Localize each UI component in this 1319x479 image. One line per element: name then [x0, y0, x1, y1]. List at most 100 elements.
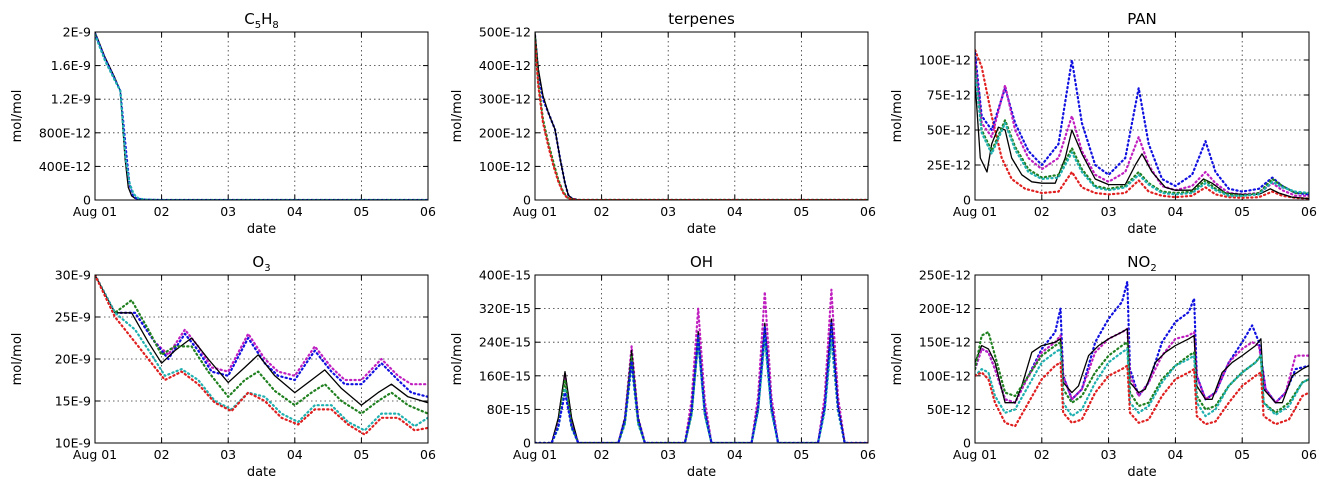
x-tick-label: Aug 01	[73, 204, 117, 219]
y-tick-label: 0	[963, 193, 971, 208]
chart-title: PAN	[1127, 10, 1157, 28]
chart-title: terpenes	[668, 10, 735, 28]
y-tick-label: 400E-15	[479, 268, 531, 283]
x-tick-label: 04	[727, 204, 743, 219]
x-tick-label: Aug 01	[513, 447, 557, 462]
y-tick-label: 50E-12	[927, 123, 971, 138]
x-tick-label: 05	[1234, 204, 1250, 219]
plot-frame	[974, 274, 1310, 444]
x-axis-label: date	[247, 222, 276, 237]
chart-title: C5H8	[244, 10, 279, 31]
y-tick-label: 160E-15	[479, 368, 531, 383]
chart-panel-5: 0 50E-12 100E-12 150E-12 200E-12 250E-12 Aug 0…	[890, 253, 1317, 479]
x-tick-label: 06	[1301, 447, 1317, 462]
x-tick-label: 03	[220, 204, 236, 219]
y-tick-label: 0	[963, 436, 971, 451]
series-line-5	[975, 70, 1309, 197]
x-tick-label: Aug 01	[73, 447, 117, 462]
x-tick-label: 03	[660, 204, 676, 219]
series-line-4	[95, 275, 428, 432]
y-tick-label: 200E-12	[919, 301, 971, 316]
series-line-3	[975, 331, 1309, 414]
series-line-0	[535, 288, 868, 443]
y-tick-label: 20E-9	[55, 352, 91, 367]
title-part: C	[244, 10, 254, 28]
x-tick-label: Aug 01	[953, 204, 997, 219]
title-part: H	[261, 10, 272, 28]
y-axis-label: mol/mol	[890, 333, 905, 386]
y-tick-label: 25E-9	[55, 310, 91, 325]
title-part: NO	[1127, 253, 1150, 271]
x-tick-label: 04	[287, 204, 303, 219]
x-tick-label: 04	[1167, 447, 1183, 462]
x-tick-label: 05	[793, 447, 809, 462]
series-line-2	[535, 37, 868, 200]
y-tick-label: 10E-9	[55, 436, 91, 451]
series-line-0	[95, 275, 428, 386]
series-line-1	[95, 32, 428, 200]
y-tick-label: 1.2E-9	[51, 92, 91, 107]
x-tick-label: 06	[860, 447, 876, 462]
x-tick-label: 03	[1101, 204, 1117, 219]
x-tick-label: 04	[287, 447, 303, 462]
y-tick-label: 1.6E-9	[51, 58, 91, 73]
x-tick-label: 03	[1101, 447, 1117, 462]
x-tick-label: 02	[594, 447, 610, 462]
x-tick-label: 04	[1167, 204, 1183, 219]
x-tick-label: 06	[860, 204, 876, 219]
x-tick-label: 05	[353, 204, 369, 219]
y-axis-label: mol/mol	[450, 90, 465, 143]
chart-panel-0: 0 400E-12 800E-12 1.2E-9 1.6E-9 2E-9 Aug 01 02 0…	[10, 10, 436, 237]
title-subscript: 3	[264, 263, 270, 274]
x-tick-label: Aug 01	[513, 204, 557, 219]
series-line-3	[95, 275, 428, 415]
x-axis-label: date	[247, 465, 276, 479]
plot-frame	[974, 31, 1310, 201]
y-tick-label: 500E-12	[479, 25, 531, 40]
plot-frame	[534, 31, 869, 201]
y-axis-label: mol/mol	[450, 333, 465, 386]
title-subscript: 8	[272, 20, 278, 31]
x-tick-label: 05	[353, 447, 369, 462]
y-tick-label: 75E-12	[927, 88, 971, 103]
x-tick-label: 05	[793, 204, 809, 219]
x-tick-label: 04	[727, 447, 743, 462]
chart-title: O3	[252, 253, 270, 274]
series-line-5	[95, 275, 428, 436]
x-tick-label: 06	[420, 204, 436, 219]
y-tick-label: 50E-12	[927, 402, 971, 417]
x-tick-label: 02	[1034, 447, 1050, 462]
chart-panel-2: 0 25E-12 50E-12 75E-12 100E-12 Aug 01 02 03 04 05…	[890, 10, 1317, 237]
series-line-4	[975, 347, 1309, 418]
y-tick-label: 250E-12	[919, 268, 971, 283]
y-tick-label: 400E-12	[39, 159, 91, 174]
series-line-0	[975, 49, 1309, 200]
x-tick-label: 03	[660, 447, 676, 462]
title-subscript: 2	[1150, 263, 1156, 274]
chart-title: NO2	[1127, 253, 1156, 274]
y-tick-label: 320E-15	[479, 301, 531, 316]
x-axis-label: date	[1127, 222, 1156, 237]
chart-title: OH	[690, 253, 713, 271]
plot-frame	[534, 274, 869, 444]
series-line-4	[535, 322, 868, 443]
y-tick-label: 25E-12	[927, 158, 971, 173]
y-tick-label: 100E-12	[919, 368, 971, 383]
y-tick-label: 400E-12	[479, 58, 531, 73]
x-tick-label: 02	[594, 204, 610, 219]
x-tick-label: Aug 01	[953, 447, 997, 462]
title-part: O	[252, 253, 264, 271]
x-tick-label: 02	[1034, 204, 1050, 219]
y-axis-label: mol/mol	[10, 90, 25, 143]
y-tick-label: 150E-12	[919, 335, 971, 350]
series-line-3	[975, 80, 1309, 200]
series-line-1	[535, 32, 868, 200]
y-tick-label: 30E-9	[55, 268, 91, 283]
y-tick-label: 2E-9	[63, 25, 91, 40]
chart-panel-4: 0 80E-15 160E-15 240E-15 320E-15 400E-15 Aug 0…	[450, 253, 876, 479]
series-line-1	[975, 327, 1309, 404]
y-tick-label: 800E-12	[39, 125, 91, 140]
series-line-0	[535, 34, 868, 200]
series-line-0	[95, 32, 428, 200]
